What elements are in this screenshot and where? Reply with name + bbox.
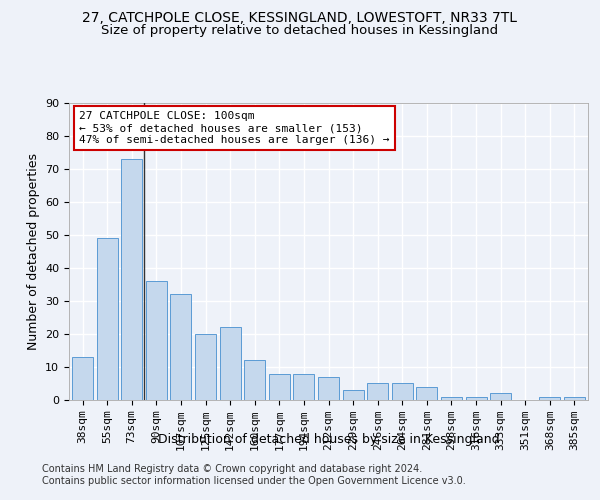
Bar <box>367 384 388 400</box>
Bar <box>441 396 462 400</box>
Text: Contains HM Land Registry data © Crown copyright and database right 2024.: Contains HM Land Registry data © Crown c… <box>42 464 422 474</box>
Bar <box>318 377 339 400</box>
Bar <box>244 360 265 400</box>
Bar <box>121 158 142 400</box>
Text: Size of property relative to detached houses in Kessingland: Size of property relative to detached ho… <box>101 24 499 37</box>
Bar <box>269 374 290 400</box>
Bar <box>220 328 241 400</box>
Bar <box>564 396 585 400</box>
Text: Contains public sector information licensed under the Open Government Licence v3: Contains public sector information licen… <box>42 476 466 486</box>
Bar <box>146 281 167 400</box>
Bar <box>539 396 560 400</box>
Bar <box>490 394 511 400</box>
Y-axis label: Number of detached properties: Number of detached properties <box>26 153 40 350</box>
Bar <box>466 396 487 400</box>
Bar <box>170 294 191 400</box>
Bar <box>72 357 93 400</box>
Text: Distribution of detached houses by size in Kessingland: Distribution of detached houses by size … <box>158 432 500 446</box>
Bar <box>392 384 413 400</box>
Bar <box>343 390 364 400</box>
Text: 27, CATCHPOLE CLOSE, KESSINGLAND, LOWESTOFT, NR33 7TL: 27, CATCHPOLE CLOSE, KESSINGLAND, LOWEST… <box>83 11 517 25</box>
Bar <box>416 387 437 400</box>
Text: 27 CATCHPOLE CLOSE: 100sqm
← 53% of detached houses are smaller (153)
47% of sem: 27 CATCHPOLE CLOSE: 100sqm ← 53% of deta… <box>79 112 390 144</box>
Bar <box>195 334 216 400</box>
Bar <box>97 238 118 400</box>
Bar <box>293 374 314 400</box>
